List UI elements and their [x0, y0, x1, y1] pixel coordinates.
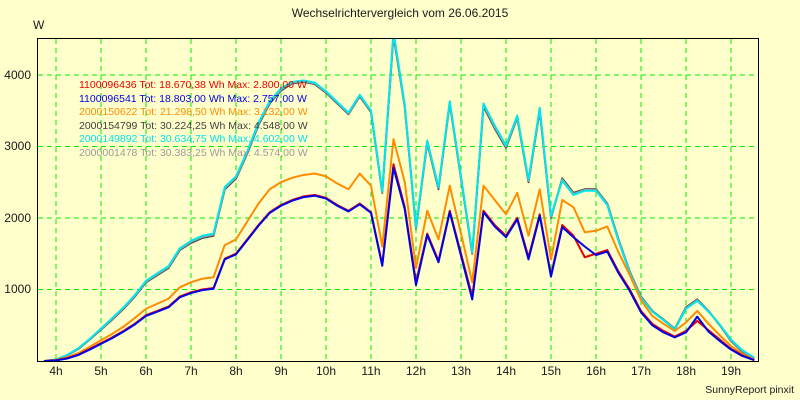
x-axis-tick-label: 7h	[184, 364, 198, 378]
y-axis-tick-labels: 1000 2000 3000 4000	[0, 38, 35, 362]
series-line	[43, 163, 755, 361]
y-axis-unit-label: W	[33, 18, 45, 32]
chart-title: Wechselrichtervergleich vom 26.06.2015	[291, 6, 509, 20]
y-axis-tick-label: 3000	[4, 139, 31, 154]
series-line	[43, 166, 755, 361]
x-axis-tick-labels: 4h 5h 6h 7h 8h 9h 10h 11h 12h 13h 14h 15h 16h 17h 18h 1…	[37, 364, 759, 384]
x-axis-tick-label: 4h	[49, 364, 63, 378]
x-axis-tick-label: 17h	[630, 364, 652, 378]
x-axis-tick-label: 15h	[540, 364, 562, 378]
x-axis-tick-label: 11h	[361, 364, 381, 378]
x-axis-tick-label: 16h	[585, 364, 607, 378]
x-axis-tick-label: 19h	[720, 364, 742, 378]
x-axis-tick-label: 12h	[405, 364, 427, 378]
y-axis-tick-label: 4000	[4, 67, 31, 82]
plot-area: 1100096436 Tot: 18.670,38 Wh Max: 2.800,…	[37, 38, 759, 362]
x-axis-tick-label: 8h	[229, 364, 243, 378]
x-axis-tick-label: 18h	[675, 364, 697, 378]
y-axis-tick-label: 1000	[4, 282, 31, 297]
grid-lines	[38, 39, 758, 361]
x-axis-tick-label: 9h	[274, 364, 288, 378]
x-axis-tick-label: 10h	[315, 364, 337, 378]
x-axis-tick-label: 5h	[94, 364, 108, 378]
x-axis-tick-label: 6h	[139, 364, 153, 378]
y-axis-tick-label: 2000	[4, 210, 31, 225]
series-lines	[43, 39, 755, 361]
watermark: SunnyReport pinxit	[705, 384, 794, 396]
x-axis-tick-label: 13h	[450, 364, 472, 378]
x-axis-tick-label: 14h	[495, 364, 517, 378]
series-line	[43, 138, 755, 361]
